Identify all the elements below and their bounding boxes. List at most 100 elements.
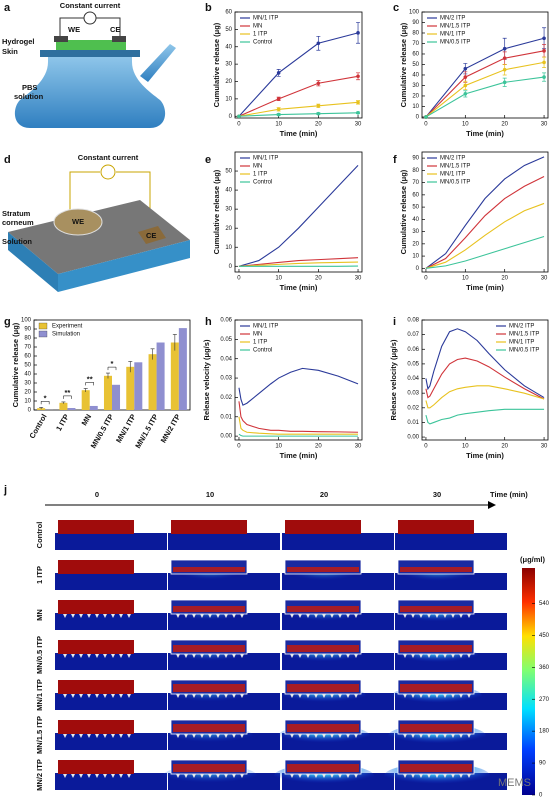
concentration-band — [400, 606, 472, 612]
legend-label: MN/0.5 ITP — [440, 180, 470, 186]
concentration-band — [400, 724, 472, 732]
microneedle — [330, 774, 334, 778]
y-tick-label: 50 — [225, 27, 232, 33]
flask-arm — [140, 44, 176, 82]
time-tick-label: 0 — [95, 490, 99, 499]
label: WE — [72, 217, 84, 226]
significance: ** — [65, 388, 71, 397]
panel-label: b — [205, 2, 212, 14]
series-line — [238, 112, 359, 117]
marker — [316, 111, 321, 116]
x-tick-label: 10 — [275, 122, 282, 128]
x-tick-label: 20 — [501, 122, 508, 128]
microneedle — [119, 614, 123, 618]
significance: * — [44, 393, 47, 402]
microneedle — [79, 734, 83, 738]
microneedle — [111, 774, 115, 778]
flask — [14, 56, 166, 128]
microneedle — [127, 734, 131, 738]
microneedle — [338, 734, 342, 738]
label: CE — [110, 25, 120, 34]
medium — [55, 573, 167, 590]
series-line — [425, 235, 545, 269]
microneedle — [427, 654, 431, 658]
y-tick-label: 0 — [416, 266, 420, 272]
marker — [316, 81, 321, 86]
y-tick-label: 40 — [412, 217, 419, 223]
row-label: MN/1 ITP — [35, 679, 44, 711]
microneedle — [192, 694, 196, 698]
y-tick-label: 0 — [416, 115, 420, 121]
microneedle — [411, 694, 415, 698]
microneedle — [306, 654, 310, 658]
microneedle — [111, 614, 115, 618]
microneedle — [200, 694, 204, 698]
x-axis-label: Time (min) — [466, 129, 504, 138]
microneedle — [419, 774, 423, 778]
microneedle — [330, 654, 334, 658]
microneedle — [232, 734, 236, 738]
electrode — [112, 36, 126, 42]
label: CE — [146, 231, 156, 240]
series-line — [238, 164, 359, 267]
y-tick-label: 50 — [24, 363, 31, 369]
marker — [356, 110, 360, 115]
solution-front — [58, 240, 190, 292]
microneedle — [208, 614, 212, 618]
legend-label: MN/1 ITP — [440, 32, 465, 38]
concentration-band — [287, 724, 359, 732]
microneedle — [103, 734, 107, 738]
microneedle — [346, 774, 350, 778]
y-axis-label: Cumulative release (μg) — [212, 169, 221, 254]
microneedle — [63, 694, 67, 698]
label: Stratum — [2, 209, 31, 218]
error-bar — [150, 348, 155, 360]
microneedle — [403, 774, 407, 778]
microneedle — [184, 614, 188, 618]
significance: * — [111, 359, 114, 368]
y-axis-label: Cumulative release (μg) — [399, 169, 408, 254]
microneedle — [290, 694, 294, 698]
microneedle — [232, 774, 236, 778]
y-tick-label: 0.01 — [407, 420, 419, 426]
microneedle — [208, 774, 212, 778]
microneedle — [200, 734, 204, 738]
microneedle — [314, 734, 318, 738]
hydrogel-block — [58, 720, 134, 734]
y-tick-label: 0 — [28, 408, 32, 414]
x-tick-label: MN/2 ITP — [159, 412, 183, 444]
x-tick-label: MN/1 ITP — [114, 412, 138, 444]
y-tick-label: 0.07 — [407, 332, 419, 338]
medium — [55, 693, 167, 710]
microneedle — [111, 734, 115, 738]
time-tick-label: 10 — [206, 490, 214, 499]
concentration-band — [173, 645, 245, 652]
microneedle — [403, 734, 407, 738]
marker — [502, 80, 507, 85]
bracket — [63, 395, 72, 399]
y-tick-label: 60 — [412, 192, 419, 198]
microneedle — [298, 694, 302, 698]
colorbar-tick-label: 540 — [539, 601, 550, 607]
concentration-band — [173, 567, 245, 572]
microneedle — [184, 734, 188, 738]
marker — [356, 100, 360, 105]
y-tick-label: 40 — [225, 44, 232, 50]
y-tick-label: 0.03 — [407, 391, 419, 397]
y-axis-label: Cumulative release (μg) — [11, 322, 20, 407]
microneedle — [224, 774, 228, 778]
legend-label: 1 ITP — [253, 172, 267, 178]
y-tick-label: 90 — [412, 156, 419, 162]
y-tick-label: 60 — [412, 52, 419, 58]
bracket — [107, 366, 117, 371]
microneedle — [451, 694, 455, 698]
row-label: MN — [35, 609, 44, 621]
x-tick-label: 0 — [237, 444, 241, 450]
microneedle — [79, 694, 83, 698]
marker — [463, 75, 468, 79]
microneedle — [467, 734, 471, 738]
y-tick-label: 30 — [225, 62, 232, 68]
x-tick-label: 20 — [315, 276, 322, 282]
microneedle — [346, 734, 350, 738]
